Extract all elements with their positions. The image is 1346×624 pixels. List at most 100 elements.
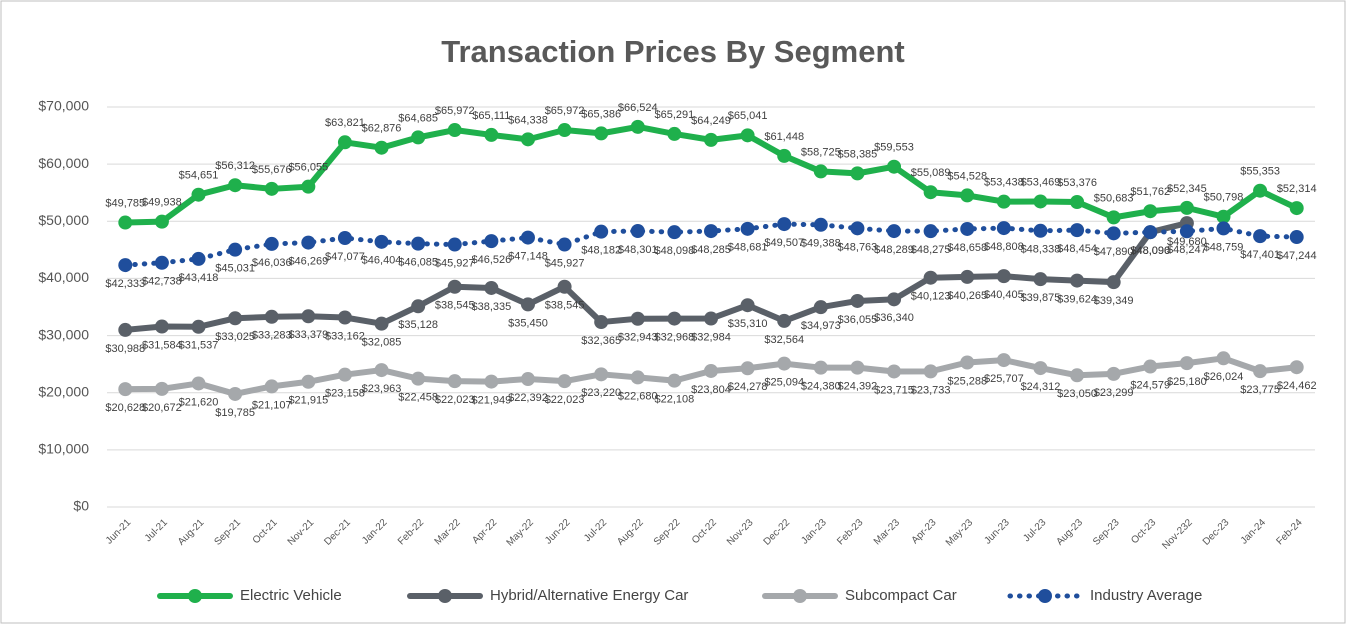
data-label: $24,278 bbox=[728, 381, 768, 393]
data-point bbox=[740, 221, 755, 236]
data-point bbox=[154, 214, 169, 229]
data-point bbox=[447, 374, 462, 389]
data-point bbox=[411, 236, 426, 251]
data-point bbox=[1289, 230, 1304, 245]
data-label: $58,725 bbox=[801, 146, 841, 158]
data-point bbox=[264, 379, 279, 394]
data-label: $33,025 bbox=[215, 331, 255, 343]
data-point bbox=[850, 166, 865, 181]
data-label: $49,785 bbox=[105, 197, 145, 209]
legend-label: Hybrid/Alternative Energy Car bbox=[490, 587, 688, 604]
data-point bbox=[301, 374, 316, 389]
data-point bbox=[301, 179, 316, 194]
data-label: $49,938 bbox=[142, 197, 182, 209]
data-label: $64,685 bbox=[398, 112, 438, 124]
data-point bbox=[1070, 368, 1085, 383]
data-label: $20,672 bbox=[142, 402, 182, 414]
data-label: $20,628 bbox=[105, 402, 145, 414]
data-point bbox=[337, 230, 352, 245]
data-label: $22,023 bbox=[435, 394, 475, 406]
data-label: $22,458 bbox=[398, 392, 438, 404]
data-label: $39,349 bbox=[1094, 295, 1134, 307]
data-point bbox=[960, 269, 975, 284]
data-label: $46,036 bbox=[252, 257, 292, 269]
data-label: $45,031 bbox=[215, 263, 255, 275]
data-point bbox=[520, 230, 535, 245]
data-label: $48,681 bbox=[728, 242, 768, 254]
data-label: $64,249 bbox=[691, 115, 731, 127]
data-label: $24,579 bbox=[1130, 379, 1170, 391]
legend-label: Subcompact Car bbox=[845, 587, 957, 604]
data-point bbox=[484, 280, 499, 295]
data-label: $32,943 bbox=[618, 332, 658, 344]
data-label: $26,024 bbox=[1204, 371, 1244, 383]
data-point bbox=[667, 373, 682, 388]
data-label: $48,285 bbox=[691, 244, 731, 256]
data-point bbox=[1216, 209, 1231, 224]
data-label: $53,438 bbox=[984, 177, 1024, 189]
data-point bbox=[154, 255, 169, 270]
data-label: $48,096 bbox=[1130, 245, 1170, 257]
data-label: $47,148 bbox=[508, 250, 548, 262]
data-point bbox=[813, 164, 828, 179]
data-point bbox=[704, 311, 718, 326]
data-label: $33,162 bbox=[325, 330, 365, 342]
data-label: $65,111 bbox=[472, 110, 510, 122]
data-label: $40,123 bbox=[911, 291, 951, 303]
data-label: $24,312 bbox=[1021, 381, 1061, 393]
data-point bbox=[996, 353, 1011, 368]
data-label: $46,085 bbox=[398, 257, 438, 269]
data-label: $24,392 bbox=[838, 381, 878, 393]
data-point bbox=[1033, 194, 1048, 209]
data-point bbox=[777, 356, 792, 371]
data-point bbox=[1179, 356, 1194, 371]
data-label: $23,220 bbox=[581, 387, 621, 399]
data-label: $22,392 bbox=[508, 392, 548, 404]
data-label: $65,972 bbox=[545, 105, 585, 117]
data-label: $19,785 bbox=[215, 407, 255, 419]
data-point bbox=[740, 361, 755, 376]
data-point bbox=[374, 316, 389, 331]
data-label: $39,875 bbox=[1021, 292, 1061, 304]
data-point bbox=[813, 360, 828, 375]
data-point bbox=[520, 372, 535, 387]
data-label: $35,450 bbox=[508, 317, 548, 329]
y-tick-label: $70,000 bbox=[38, 98, 89, 114]
data-point bbox=[1106, 210, 1121, 225]
data-label: $52,345 bbox=[1167, 183, 1207, 195]
data-point bbox=[411, 130, 426, 145]
data-point bbox=[996, 221, 1011, 236]
data-point bbox=[960, 355, 975, 370]
data-point bbox=[118, 215, 133, 230]
data-point bbox=[960, 221, 975, 236]
legend-label: Electric Vehicle bbox=[240, 587, 342, 604]
data-point bbox=[704, 132, 718, 147]
y-tick-label: $10,000 bbox=[38, 441, 89, 457]
data-point bbox=[887, 224, 902, 239]
data-point bbox=[411, 371, 426, 386]
data-point bbox=[191, 187, 206, 202]
data-point bbox=[191, 251, 206, 266]
data-label: $24,462 bbox=[1277, 380, 1317, 392]
data-point bbox=[850, 293, 865, 308]
data-point bbox=[1106, 226, 1121, 241]
data-label: $43,418 bbox=[179, 272, 219, 284]
data-point bbox=[557, 123, 572, 138]
data-label: $38,545 bbox=[545, 300, 585, 312]
data-point bbox=[374, 234, 389, 249]
data-label: $25,180 bbox=[1167, 376, 1207, 388]
data-label: $47,077 bbox=[325, 251, 365, 263]
data-point bbox=[337, 135, 352, 150]
data-label: $40,405 bbox=[984, 289, 1024, 301]
data-label: $23,299 bbox=[1094, 387, 1134, 399]
data-point bbox=[484, 234, 499, 249]
data-point bbox=[264, 309, 279, 324]
data-point bbox=[923, 185, 938, 200]
data-label: $49,388 bbox=[801, 238, 841, 250]
data-point bbox=[630, 370, 645, 385]
data-point bbox=[411, 299, 426, 314]
data-point bbox=[704, 224, 718, 239]
data-point bbox=[1179, 200, 1194, 215]
data-label: $55,353 bbox=[1240, 166, 1280, 178]
data-label: $25,707 bbox=[984, 373, 1024, 385]
